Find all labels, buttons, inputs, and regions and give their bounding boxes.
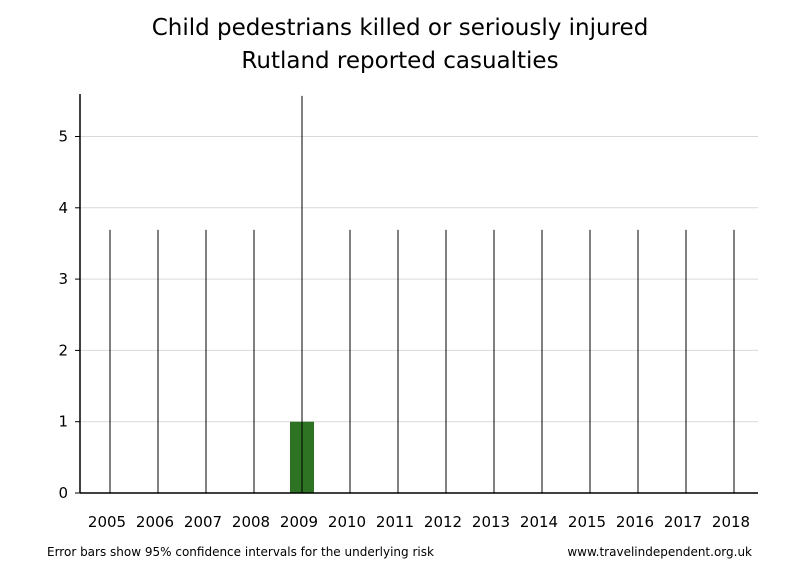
x-tick-label-2018: 2018 (712, 513, 750, 531)
y-tick-label-4: 4 (58, 199, 68, 217)
chart-title: Child pedestrians killed or seriously in… (151, 15, 649, 41)
x-tick-label-2013: 2013 (472, 513, 510, 531)
source-url: www.travelindependent.org.uk (567, 545, 752, 559)
x-tick-label-2011: 2011 (376, 513, 414, 531)
x-tick-label-2009: 2009 (280, 513, 318, 531)
y-tick-label-2: 2 (58, 341, 68, 359)
y-tick-label-1: 1 (58, 413, 68, 431)
x-tick-label-2005: 2005 (88, 513, 126, 531)
x-tick-label-2007: 2007 (184, 513, 222, 531)
x-tick-label-2008: 2008 (232, 513, 270, 531)
x-tick-label-2014: 2014 (520, 513, 558, 531)
x-tick-label-2006: 2006 (136, 513, 174, 531)
footnote-error-bars: Error bars show 95% confidence intervals… (47, 545, 434, 559)
y-tick-label-0: 0 (58, 484, 68, 502)
y-tick-label-3: 3 (58, 270, 68, 288)
x-tick-label-2010: 2010 (328, 513, 366, 531)
x-tick-label-2017: 2017 (664, 513, 702, 531)
x-tick-label-2015: 2015 (568, 513, 606, 531)
x-tick-label-2016: 2016 (616, 513, 654, 531)
y-tick-label-5: 5 (58, 128, 68, 146)
chart-subtitle: Rutland reported casualties (241, 48, 559, 74)
x-tick-label-2012: 2012 (424, 513, 462, 531)
